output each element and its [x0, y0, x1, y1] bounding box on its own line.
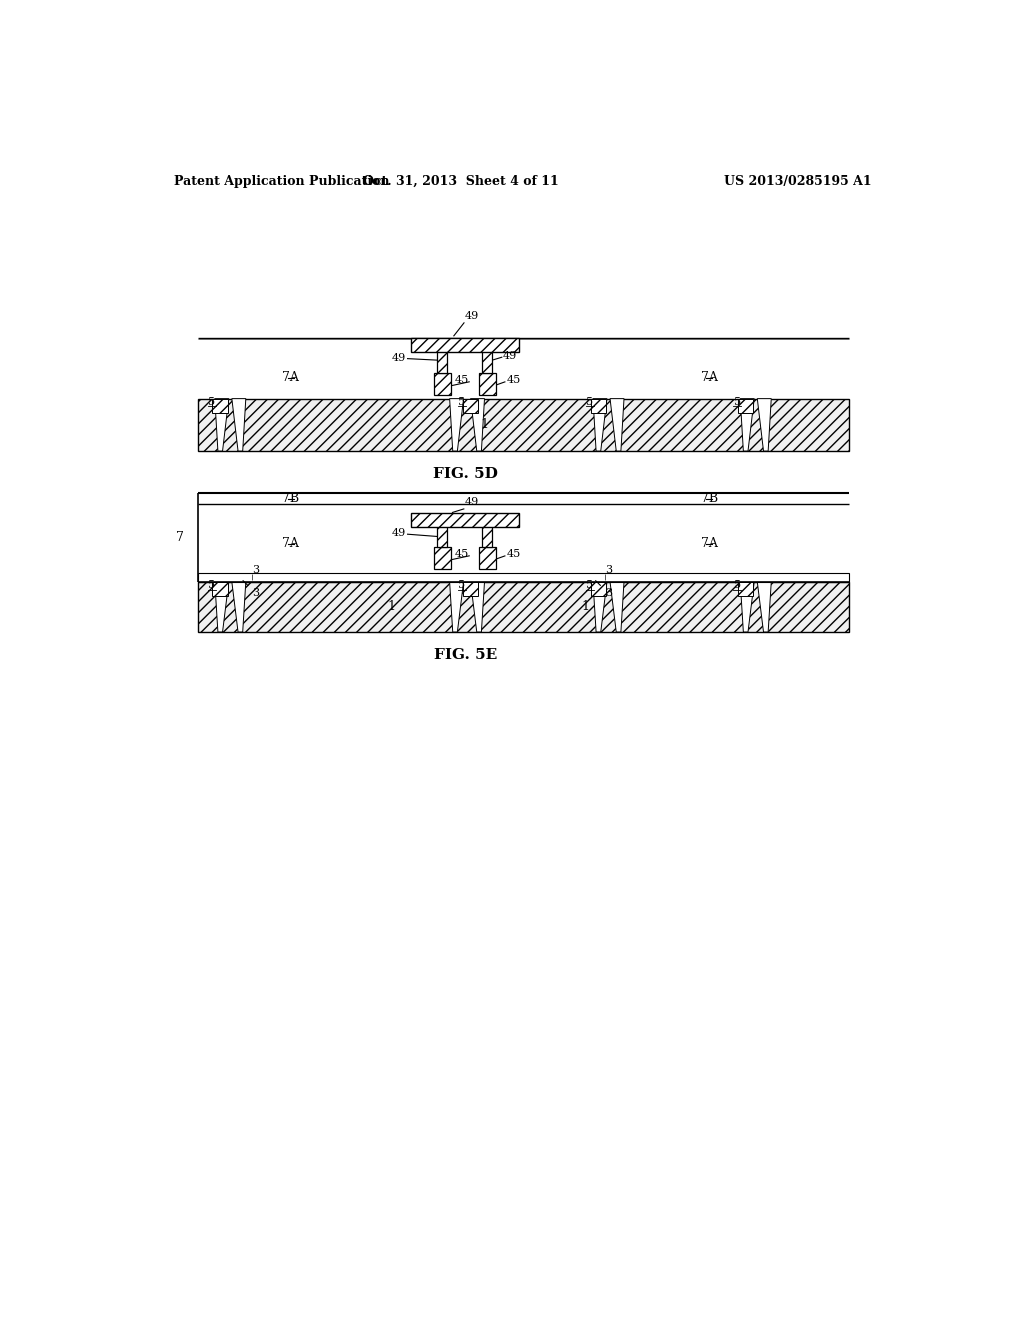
Polygon shape — [450, 399, 464, 451]
Text: 7A: 7A — [283, 371, 299, 384]
Text: US 2013/0285195 A1: US 2013/0285195 A1 — [724, 176, 872, 187]
Text: 49: 49 — [465, 312, 479, 321]
Text: Oct. 31, 2013  Sheet 4 of 11: Oct. 31, 2013 Sheet 4 of 11 — [364, 176, 559, 187]
Polygon shape — [215, 399, 228, 451]
Polygon shape — [231, 582, 246, 632]
Polygon shape — [215, 582, 228, 632]
Text: 5: 5 — [733, 579, 740, 590]
Text: 7A: 7A — [700, 536, 718, 549]
Bar — [463, 582, 478, 595]
Text: 3: 3 — [605, 565, 612, 574]
Text: 7A: 7A — [700, 371, 718, 384]
Text: 49: 49 — [391, 528, 406, 537]
Text: FIG. 5E: FIG. 5E — [433, 648, 497, 663]
Polygon shape — [450, 582, 464, 632]
Text: 3: 3 — [252, 565, 259, 574]
Polygon shape — [593, 582, 607, 632]
Bar — [434, 548, 452, 569]
Bar — [738, 399, 754, 412]
Text: 5: 5 — [208, 397, 215, 407]
Text: 5: 5 — [587, 397, 594, 407]
Bar — [482, 350, 493, 374]
Polygon shape — [471, 582, 484, 632]
Text: 5: 5 — [459, 397, 466, 407]
Polygon shape — [758, 399, 771, 451]
Bar — [482, 525, 493, 548]
Polygon shape — [740, 582, 755, 632]
Text: 45: 45 — [506, 375, 520, 385]
Bar — [411, 338, 519, 351]
Text: 1: 1 — [387, 601, 395, 614]
Text: 1: 1 — [480, 418, 488, 432]
Text: 49: 49 — [391, 352, 406, 363]
Text: 45: 45 — [455, 375, 469, 385]
Polygon shape — [471, 399, 484, 451]
Polygon shape — [610, 399, 624, 451]
Bar — [591, 399, 606, 412]
Bar — [463, 399, 478, 412]
Text: 7: 7 — [176, 531, 183, 544]
Text: 45: 45 — [455, 549, 469, 560]
Text: FIG. 5D: FIG. 5D — [433, 467, 498, 480]
Text: 3: 3 — [605, 589, 612, 598]
Polygon shape — [758, 582, 771, 632]
Bar — [212, 399, 228, 412]
Text: 5: 5 — [733, 397, 740, 407]
Bar — [434, 374, 452, 395]
Bar — [198, 573, 849, 582]
Polygon shape — [231, 399, 246, 451]
Bar — [437, 525, 447, 548]
Polygon shape — [593, 399, 607, 451]
Text: Patent Application Publication: Patent Application Publication — [174, 176, 390, 187]
Bar — [738, 582, 754, 595]
Text: 45: 45 — [506, 549, 520, 560]
Text: 1: 1 — [582, 601, 589, 614]
Text: 3: 3 — [252, 589, 259, 598]
Text: 49: 49 — [465, 498, 479, 507]
Bar — [212, 582, 228, 595]
Polygon shape — [610, 582, 624, 632]
Text: 7A: 7A — [283, 536, 299, 549]
Bar — [591, 582, 606, 595]
Polygon shape — [740, 399, 755, 451]
Bar — [198, 582, 849, 632]
Text: 5: 5 — [208, 579, 215, 590]
Bar — [479, 548, 496, 569]
Text: 5: 5 — [587, 579, 594, 590]
Bar — [411, 513, 519, 527]
Bar — [198, 399, 849, 451]
Bar — [479, 374, 496, 395]
Bar — [437, 350, 447, 374]
Text: 5: 5 — [459, 579, 466, 590]
Text: 49: 49 — [503, 351, 517, 360]
Text: 7B: 7B — [700, 492, 718, 504]
Text: 7B: 7B — [283, 492, 299, 504]
